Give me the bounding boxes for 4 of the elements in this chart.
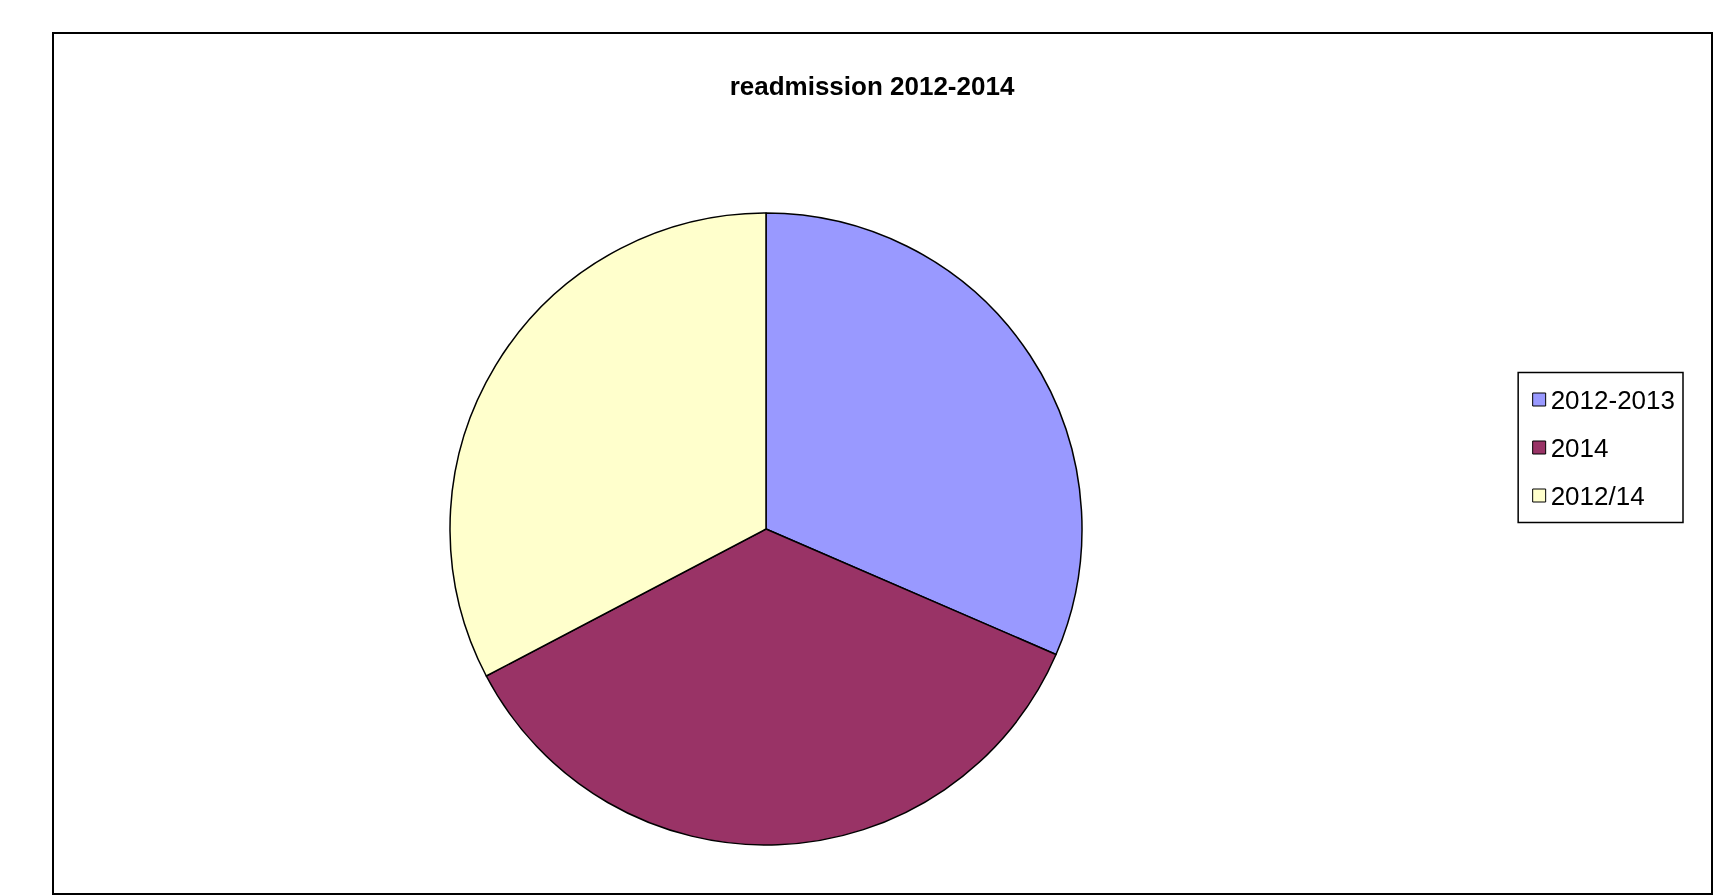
legend-label: 2012-2013 bbox=[1550, 384, 1676, 415]
legend-label: 2014 bbox=[1550, 432, 1609, 463]
chart-title: readmission 2012-2014 bbox=[729, 71, 1015, 101]
legend-label: 2012/14 bbox=[1550, 480, 1645, 511]
